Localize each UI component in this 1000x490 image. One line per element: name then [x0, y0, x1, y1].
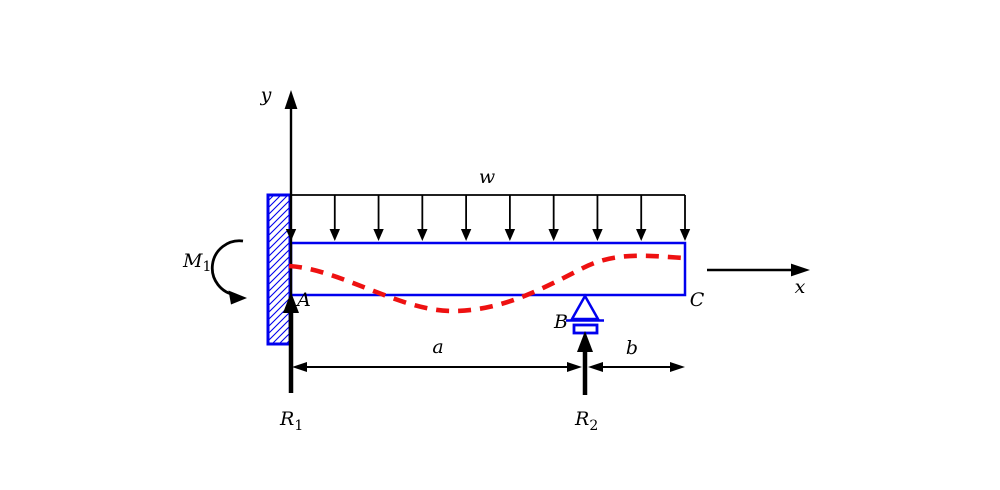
reaction-r1-arrow — [283, 292, 299, 393]
dimension-a-right-arrowhead-icon — [567, 362, 582, 372]
beam-body — [289, 241, 687, 297]
moment-label: M1 — [182, 250, 211, 275]
moment-arrowhead-icon — [228, 290, 247, 305]
span-a-label: a — [432, 336, 443, 358]
load-arrowhead-icon — [592, 229, 603, 241]
load-arrowhead-icon — [373, 229, 384, 241]
load-arrowhead-icon — [504, 229, 516, 241]
reaction-r2-label-sub: 2 — [589, 418, 598, 434]
x-axis — [707, 263, 810, 277]
support-roller-block — [572, 323, 599, 335]
moment-arc — [210, 239, 244, 297]
span-b-label: b — [626, 337, 638, 359]
distributed-load-arrows — [285, 195, 691, 241]
fixed-support-wall — [266, 193, 292, 346]
dimension-b — [588, 362, 685, 372]
deflection-curve — [288, 253, 685, 314]
distributed-load — [285, 194, 691, 241]
y-axis-label: y — [260, 84, 272, 106]
load-arrowhead-icon — [548, 229, 559, 241]
load-arrowhead-icon — [679, 229, 691, 241]
y-axis-arrowhead-icon — [284, 90, 298, 109]
reaction-r2-arrow — [577, 331, 593, 395]
wall-hatch — [266, 193, 292, 346]
x-axis-arrowhead-icon — [791, 263, 810, 277]
reaction-r1-arrowhead-icon — [283, 292, 299, 313]
reaction-r1-label: R1 — [279, 408, 303, 434]
dimension-a-left-arrowhead-icon — [292, 362, 307, 372]
x-axis-label: x — [795, 276, 806, 298]
support-triangle — [569, 293, 601, 321]
load-arrowhead-icon — [329, 229, 340, 241]
moment-label-sub: 1 — [202, 259, 211, 275]
dimension-a — [292, 362, 582, 372]
dimension-b-right-arrowhead-icon — [670, 362, 685, 372]
reaction-r2-label-base: R — [574, 408, 589, 430]
point-a-label: A — [295, 289, 311, 311]
reaction-r2-label: R2 — [574, 408, 598, 434]
moment-label-base: M — [182, 250, 203, 272]
point-b-label: B — [553, 311, 568, 333]
roller-support-b — [566, 293, 604, 335]
reaction-r1-label-base: R — [279, 408, 294, 430]
load-arrowhead-icon — [460, 229, 472, 241]
load-arrowhead-icon — [417, 229, 428, 241]
load-arrowhead-icon — [636, 229, 647, 241]
point-c-label: C — [690, 289, 705, 311]
reaction-r2-arrowhead-icon — [577, 331, 593, 352]
dimension-b-left-arrowhead-icon — [588, 362, 603, 372]
reaction-r1-label-sub: 1 — [294, 418, 303, 434]
moment-arrow — [210, 239, 247, 305]
load-label: w — [479, 166, 495, 188]
